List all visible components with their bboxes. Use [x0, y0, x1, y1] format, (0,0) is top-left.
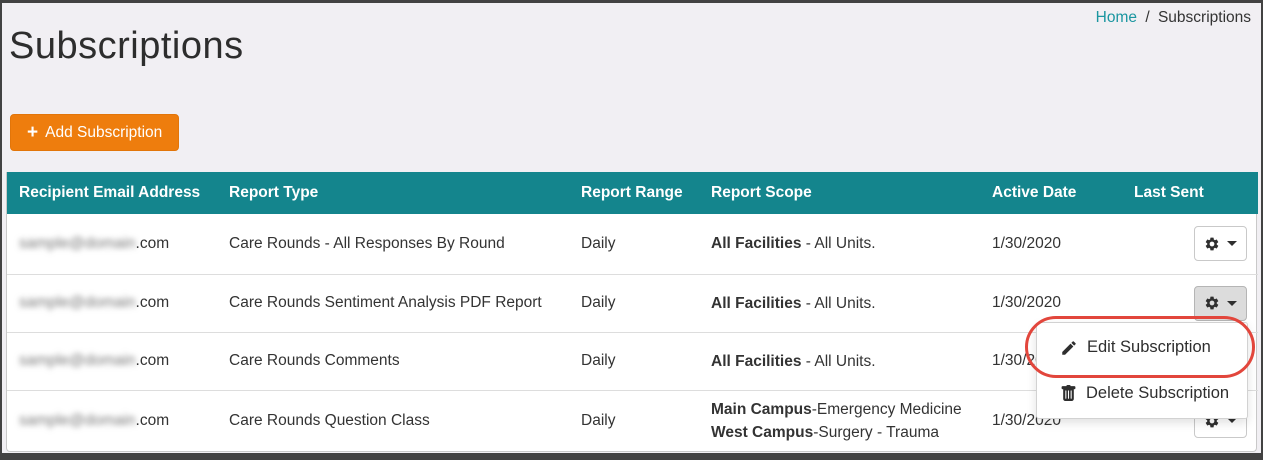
report-type-cell: Care Rounds Comments [229, 331, 581, 390]
email-cell: sample@domain.com [7, 331, 229, 390]
row-actions-gear-button-open[interactable] [1194, 285, 1247, 321]
row-actions-gear-button[interactable] [1194, 226, 1247, 262]
table-row: sample@domain.com Care Rounds Sentiment … [7, 273, 1258, 332]
report-type-cell: Care Rounds Question Class [229, 389, 581, 451]
report-range-cell: Daily [581, 389, 711, 451]
table-header-row: Recipient Email Address Report Type Repo… [7, 172, 1258, 214]
report-range-cell: Daily [581, 273, 711, 332]
add-subscription-button[interactable]: + Add Subscription [10, 114, 180, 151]
gear-icon [1205, 237, 1219, 251]
breadcrumb-home-link[interactable]: Home [1095, 9, 1138, 26]
email-redacted: sample@domain [19, 294, 136, 311]
table-row: sample@domain.com Care Rounds - All Resp… [7, 214, 1258, 274]
report-range-cell: Daily [581, 331, 711, 390]
active-date-cell: 1/30/2020 [992, 234, 1061, 252]
report-type-cell: Care Rounds Sentiment Analysis PDF Repor… [229, 273, 581, 332]
email-redacted: sample@domain [19, 234, 136, 252]
header-recipient-email: Recipient Email Address [7, 172, 229, 214]
header-last-sent: Last Sent [1134, 172, 1258, 214]
gear-icon [1205, 296, 1219, 310]
email-redacted: sample@domain [19, 411, 136, 429]
row-actions-dropdown-menu: Edit Subscription Delete Subscription [1036, 322, 1248, 419]
email-suffix: .com [135, 294, 170, 311]
header-active-date: Active Date [992, 172, 1134, 214]
chevron-down-icon [1227, 300, 1237, 306]
page-title: Subscriptions [9, 25, 244, 67]
delete-subscription-label: Delete Subscription [1086, 383, 1230, 402]
report-type-cell: Care Rounds - All Responses By Round [229, 234, 505, 252]
report-scope-cell: Main Campus-Emergency Medicine West Camp… [711, 389, 992, 451]
add-subscription-label: Add Subscription [45, 123, 163, 141]
subscriptions-table: Recipient Email Address Report Type Repo… [6, 172, 1258, 452]
email-redacted: sample@domain [19, 352, 136, 369]
chevron-down-icon [1227, 241, 1237, 247]
breadcrumb-current: Subscriptions [1157, 9, 1251, 26]
email-suffix: .com [135, 234, 170, 252]
report-scope-cell: All Facilities - All Units. [711, 331, 992, 390]
email-suffix: .com [135, 352, 170, 369]
header-report-range: Report Range [581, 172, 711, 214]
edit-subscription-label: Edit Subscription [1087, 338, 1211, 357]
header-report-type: Report Type [229, 172, 581, 214]
report-scope-cell: All Facilities - All Units. [711, 235, 876, 253]
email-cell: sample@domain.com [7, 273, 229, 332]
chevron-down-icon [1227, 418, 1237, 424]
breadcrumb: Home / Subscriptions [1096, 9, 1251, 27]
header-report-scope: Report Scope [711, 172, 992, 214]
delete-subscription-menu-item[interactable]: Delete Subscription [1037, 371, 1247, 417]
pencil-icon [1062, 340, 1076, 355]
table-row: sample@domain.com Care Rounds Question C… [7, 389, 1258, 451]
email-cell: sample@domain.com [7, 389, 229, 451]
plus-icon: + [27, 122, 39, 143]
email-cell: sample@domain.com [7, 214, 229, 274]
edit-subscription-menu-item[interactable]: Edit Subscription [1037, 325, 1247, 371]
report-scope-cell: All Facilities - All Units. [711, 273, 992, 332]
email-suffix: .com [135, 411, 170, 429]
trash-icon [1061, 384, 1076, 401]
actions-cell [1134, 214, 1258, 274]
report-range-cell: Daily [581, 234, 616, 252]
breadcrumb-separator: / [1145, 9, 1150, 26]
